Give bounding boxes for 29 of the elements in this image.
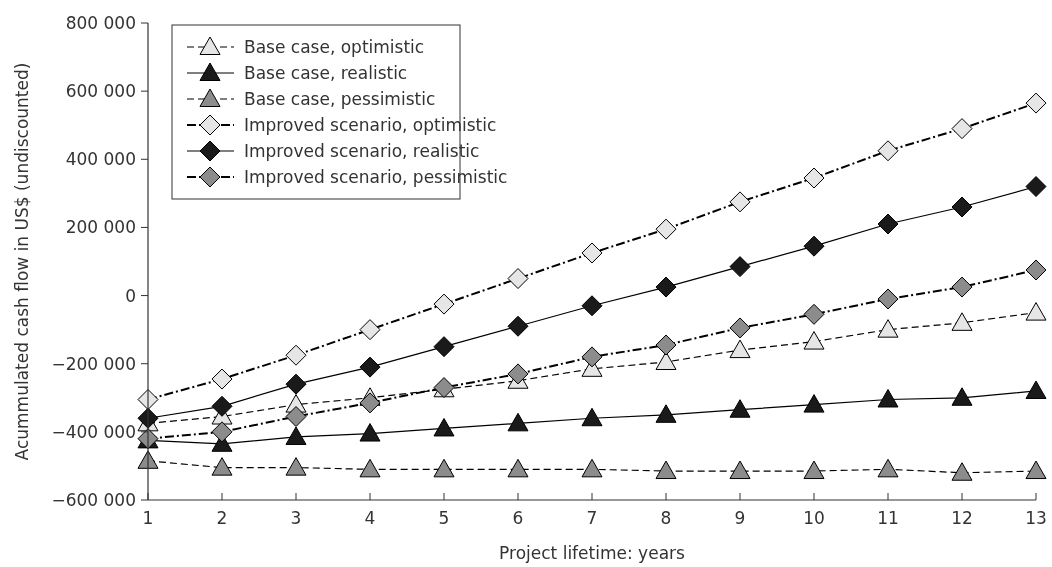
y-tick-label: −600 000 [51, 489, 136, 510]
y-tick-label: 0 [125, 285, 136, 306]
y-tick-label: −200 000 [51, 353, 136, 374]
x-tick-label: 3 [290, 508, 302, 528]
x-tick-label: 7 [586, 508, 598, 528]
legend-label: Improved scenario, realistic [244, 140, 480, 161]
x-tick-label: 12 [951, 508, 973, 528]
y-axis-title: Acummulated cash flow in US$ (undiscounted) [12, 62, 32, 461]
legend-label: Improved scenario, pessimistic [244, 166, 508, 187]
y-tick-label: 400 000 [65, 149, 136, 170]
x-tick-label: 1 [142, 508, 154, 528]
x-axis-title: Project lifetime: years [499, 543, 686, 563]
x-tick-label: 6 [512, 508, 524, 528]
x-tick-label: 2 [216, 508, 228, 528]
x-tick-label: 4 [364, 508, 376, 528]
y-tick-label: 600 000 [65, 81, 136, 102]
x-tick-label: 11 [877, 508, 899, 528]
y-tick-label: 800 000 [65, 12, 136, 33]
legend-label: Base case, pessimistic [244, 88, 436, 109]
x-tick-label: 8 [660, 508, 672, 528]
y-tick-label: −400 000 [51, 421, 136, 442]
legend-label: Base case, optimistic [244, 36, 425, 57]
legend-label: Improved scenario, optimistic [244, 114, 497, 135]
y-tick-label: 200 000 [65, 217, 136, 238]
x-tick-label: 5 [438, 508, 450, 528]
x-tick-label: 13 [1025, 508, 1047, 528]
x-tick-label: 9 [734, 508, 746, 528]
x-tick-label: 10 [803, 508, 825, 528]
legend-label: Base case, realistic [244, 62, 408, 83]
